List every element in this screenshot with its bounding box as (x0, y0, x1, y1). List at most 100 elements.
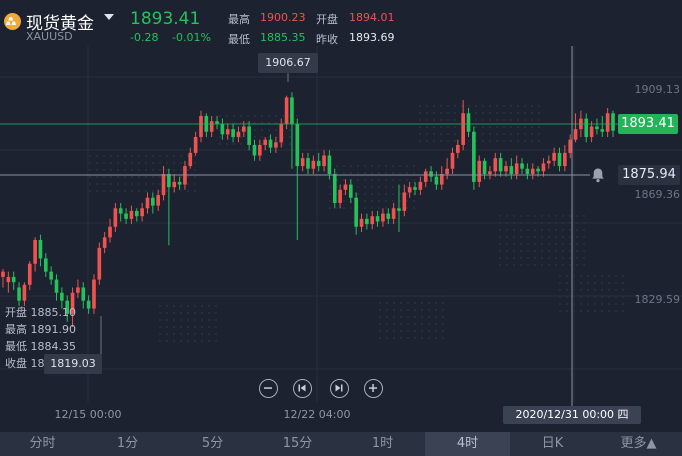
map-dot (502, 118, 506, 122)
map-dot (193, 311, 197, 315)
map-dot (568, 249, 572, 253)
candlestick-chart[interactable]: 1909.13 1869.36 1829.59 12/15 00:00 12/22 04… (0, 46, 682, 432)
candle-body (488, 171, 492, 174)
map-dot (95, 175, 99, 179)
map-dot (158, 304, 162, 308)
map-dot (523, 104, 527, 108)
map-dot (370, 185, 374, 189)
map-dot (533, 214, 537, 218)
crosshair-date-tag: 2020/12/31 00:00 四 (503, 406, 641, 424)
map-dot (274, 128, 278, 132)
map-dot (207, 339, 211, 343)
map-dot (420, 308, 424, 312)
map-dot (137, 182, 141, 186)
map-dot (523, 132, 527, 136)
map-dot (432, 111, 436, 115)
map-dot (432, 125, 436, 129)
map-dot (441, 322, 445, 326)
map-dot (253, 114, 257, 118)
map-dot (239, 142, 243, 146)
tab-1min[interactable]: 1分 (116, 436, 139, 451)
candle-body (589, 126, 594, 138)
map-dot (95, 168, 99, 172)
map-dot (328, 178, 332, 182)
map-dot (109, 154, 113, 158)
candle-body (311, 160, 316, 169)
map-dot (137, 189, 141, 193)
step-forward-button[interactable] (330, 379, 349, 398)
map-dot (349, 206, 353, 210)
map-dot (356, 164, 360, 168)
tab-4hour[interactable]: 4时 (425, 432, 510, 456)
map-dot (575, 242, 579, 246)
map-dot (502, 139, 506, 143)
map-dot (392, 301, 396, 305)
y-tick-label: 1829.59 (635, 293, 681, 306)
map-dot (498, 263, 502, 267)
map-dot (509, 118, 513, 122)
zoom-out-button[interactable] (259, 379, 278, 398)
bell-icon[interactable] (590, 167, 606, 183)
map-dot (453, 118, 457, 122)
map-dot (425, 132, 429, 136)
map-dot (540, 235, 544, 239)
map-dot (565, 302, 569, 306)
map-dot (575, 263, 579, 267)
map-dot (288, 135, 292, 139)
map-dot (420, 301, 424, 305)
map-dot (342, 171, 346, 175)
tab-1hour[interactable]: 1时 (371, 436, 394, 451)
map-dot (391, 192, 395, 196)
map-dot (342, 178, 346, 182)
map-dot (179, 161, 183, 165)
tab-15min[interactable]: 15分 (282, 436, 313, 451)
map-dot (558, 288, 562, 292)
map-dot (523, 118, 527, 122)
map-dot (533, 256, 537, 260)
map-dot (537, 132, 541, 136)
tab-more[interactable]: 更多▲ (620, 436, 657, 451)
map-dot (335, 164, 339, 168)
map-dot (614, 302, 618, 306)
candle-body (595, 126, 599, 130)
map-dot (172, 311, 176, 315)
map-dot (565, 274, 569, 278)
candle-body (343, 184, 348, 190)
tab-timeline[interactable]: 分时 (29, 436, 56, 451)
map-dot (427, 329, 431, 333)
map-dot (530, 125, 534, 129)
map-dot (621, 309, 625, 313)
map-dot (214, 304, 218, 308)
map-dot (418, 111, 422, 115)
map-dot (123, 175, 127, 179)
candle-body (327, 155, 332, 174)
map-dot (509, 104, 513, 108)
map-dot (88, 189, 92, 193)
tab-5min[interactable]: 5分 (201, 436, 224, 451)
tab-daily[interactable]: 日K (541, 436, 564, 451)
map-dot (392, 315, 396, 319)
candle-body (199, 115, 203, 138)
chevron-down-icon[interactable] (104, 14, 114, 20)
map-dot (446, 104, 450, 108)
zoom-in-button[interactable] (364, 379, 383, 398)
map-dot (385, 329, 389, 333)
candle-body (193, 137, 198, 153)
candle-body (520, 163, 524, 169)
map-dot (561, 228, 565, 232)
map-dot (547, 214, 551, 218)
map-dot (516, 139, 520, 143)
step-back-button[interactable] (293, 379, 312, 398)
map-dot (102, 189, 106, 193)
map-dot (232, 114, 236, 118)
instrument-name[interactable]: 现货黄金 (26, 14, 94, 34)
map-dot (526, 228, 530, 232)
map-dot (158, 182, 162, 186)
map-dot (568, 242, 572, 246)
map-dot (179, 325, 183, 329)
map-dot (607, 302, 611, 306)
map-dot (621, 281, 625, 285)
map-dot (406, 315, 410, 319)
map-dot (586, 288, 590, 292)
map-dot (377, 178, 381, 182)
